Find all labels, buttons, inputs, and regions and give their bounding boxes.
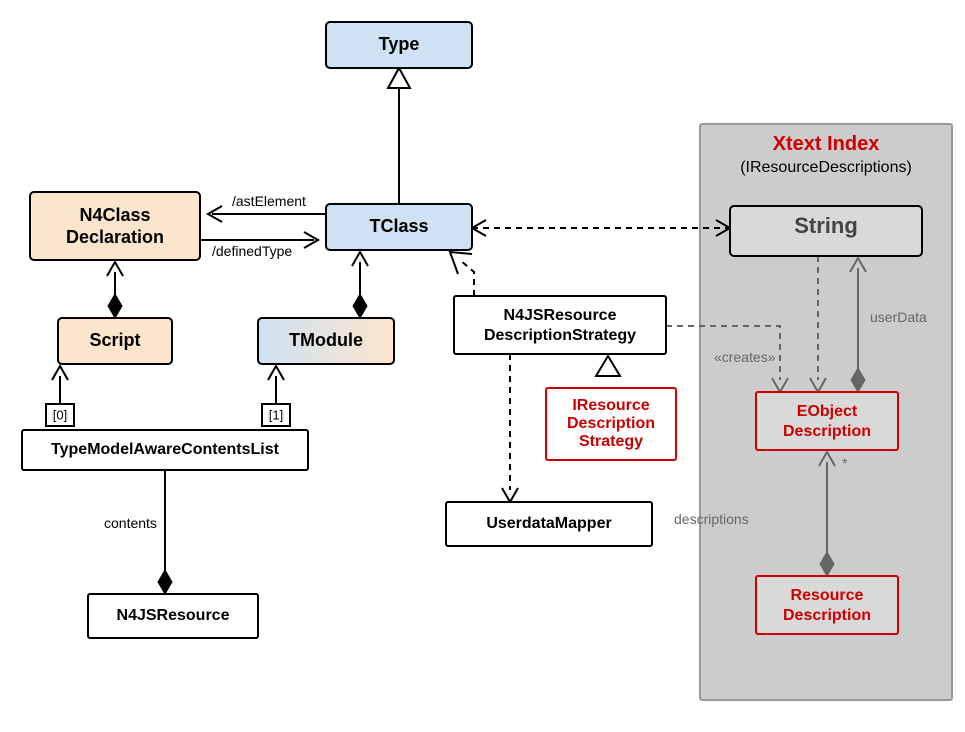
node-script-label: Script [89,330,140,350]
node-eobjdesc [756,392,898,450]
arrow-tclass-type [388,68,410,88]
node-n4jsres-label: N4JSResource [117,607,230,624]
panel-title: Xtext Index [773,133,880,155]
node-resdesc [756,576,898,634]
arrow-n4jsdesc-ires [596,356,620,376]
node-eobjdesc-l2: Description [783,423,871,440]
node-type-label: Type [379,34,420,54]
diamond-n4jsres [158,570,172,594]
node-iresstrat-l1: IResource [572,397,649,414]
node-eobjdesc-l1: EObject [797,403,858,420]
node-tmodule-label: TModule [289,330,363,350]
node-n4jsdesc-l1: N4JSResource [504,307,617,324]
edge-descriptions-mult: * [842,455,848,471]
card-one-label: [1] [269,407,283,422]
arrow-n4jsdesc-udmapper [502,488,518,502]
diamond-script [108,294,122,318]
node-tclass-label: TClass [369,216,428,236]
node-string-label: String [794,213,858,238]
card-zero-label: [0] [53,407,67,422]
edge-definedType-label: /definedType [212,243,292,259]
node-n4class-l2: Declaration [66,227,164,247]
node-resdesc-l2: Description [783,607,871,624]
diagram-canvas: Xtext Index (IResourceDescriptions) /ast… [0,0,965,732]
node-n4jsdesc-l2: DescriptionStrategy [484,327,636,344]
node-udmapper-label: UserdataMapper [486,515,611,532]
edge-contents-label: contents [104,515,157,531]
diamond-tmodule [353,294,367,318]
edge-userdata-label: userData [870,309,927,325]
node-tmacl-label: TypeModelAwareContentsList [51,441,280,458]
edge-creates-label: «creates» [714,349,776,365]
edge-n4jsdesc-tclass [460,260,474,296]
panel-subtitle: (IResourceDescriptions) [740,159,912,176]
node-iresstrat-l3: Strategy [579,433,643,450]
node-iresstrat-l2: Description [567,415,655,432]
edge-astElement-label: /astElement [232,193,306,209]
node-n4jsdesc [454,296,666,354]
arrow-n4jsdesc-tclass [450,252,472,274]
node-n4class-l1: N4Class [79,205,150,225]
edge-descriptions-label: descriptions [674,511,749,527]
node-resdesc-l1: Resource [791,587,864,604]
